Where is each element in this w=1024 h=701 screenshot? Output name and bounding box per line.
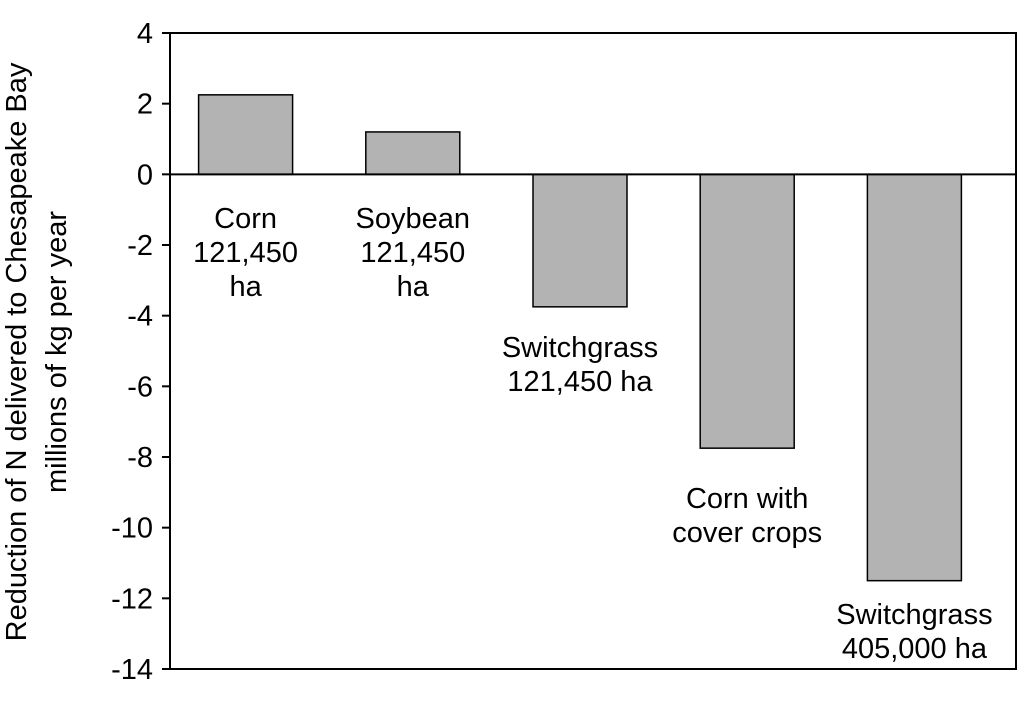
y-tick-label: -6 — [127, 371, 153, 403]
bar — [197, 94, 294, 176]
plot-border — [169, 32, 1017, 670]
category-label: Corn with cover crops — [672, 483, 822, 549]
y-tick-label: -4 — [127, 301, 153, 333]
bar — [532, 173, 628, 308]
y-axis-title: Reduction of N delivered to Chesapeake B… — [1, 62, 73, 641]
category-labels: Corn 121,450 ha Soybean 121,450 ha Switchgrass… — [193, 203, 992, 665]
y-tick-label: 2 — [137, 89, 153, 121]
category-label: Switchgrass 405,000 ha — [836, 599, 992, 665]
y-tick-label: -14 — [111, 654, 153, 686]
y-tick-label: -12 — [111, 583, 153, 615]
y-tick-label: 0 — [137, 159, 153, 191]
y-axis-title-line: millions of kg per year — [41, 211, 73, 493]
category-label: Switchgrass 121,450 ha — [502, 332, 658, 398]
category-label: Soybean 121,450 ha — [356, 203, 471, 303]
bar — [699, 173, 795, 449]
y-axis-title-line: Reduction of N delivered to Chesapeake B… — [1, 62, 33, 641]
y-tick-label: -10 — [111, 513, 153, 545]
y-tick-label: -2 — [127, 230, 153, 262]
bar — [866, 173, 963, 582]
bar — [365, 131, 461, 176]
category-label: Corn 121,450 ha — [193, 203, 298, 303]
plot-frame — [169, 32, 1017, 670]
y-tick-label: -8 — [127, 442, 153, 474]
y-tick-label: 4 — [137, 18, 153, 50]
y-axis-ticks: 4 2 0 -2 -4 -6 -8 -10 -12 -14 — [111, 18, 170, 686]
bars — [197, 94, 963, 582]
